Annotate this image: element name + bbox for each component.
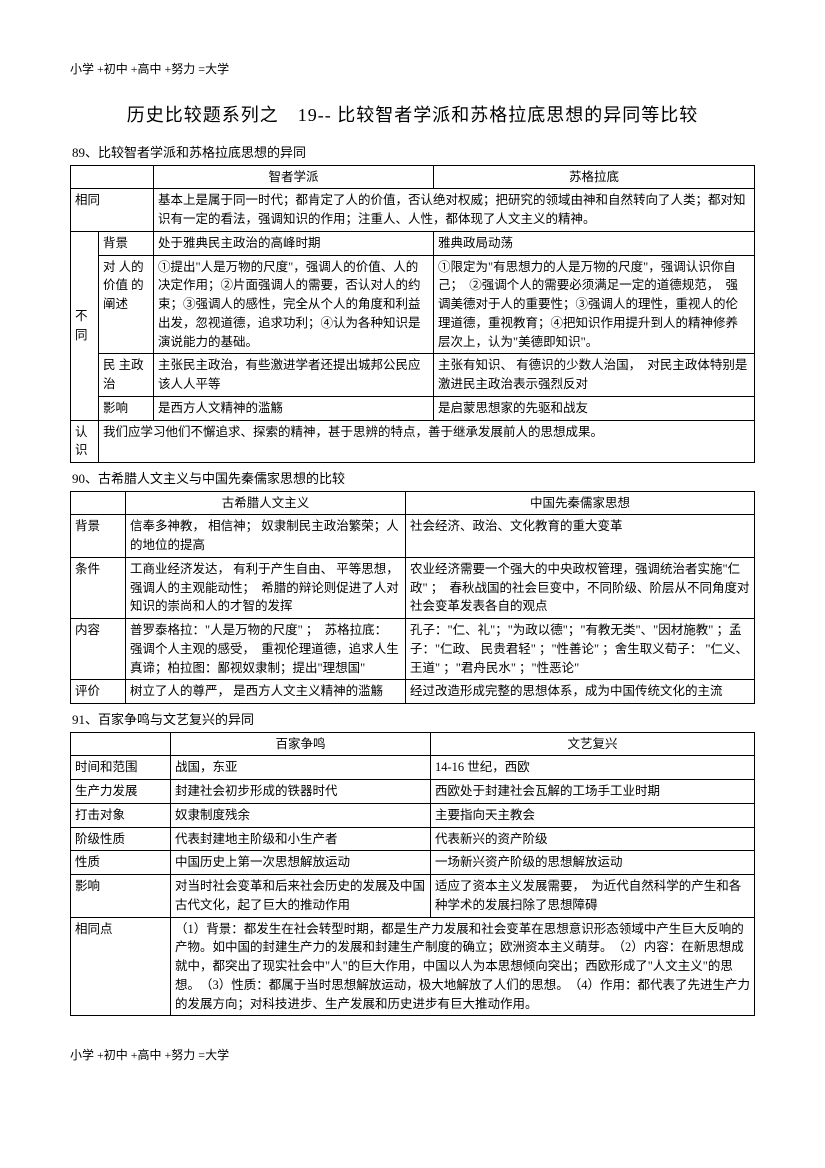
cell: 一场新兴资产阶级的思想解放运动 xyxy=(431,851,755,875)
cell: 主张有知识、 有德识的少数人治国， 对民主政体特别是激进民主政治表示强烈反对 xyxy=(434,354,755,397)
row-label: 相同点 xyxy=(71,917,171,1016)
row-label: 对 人的 价值 的阐述 xyxy=(99,255,154,354)
row-label: 阶级性质 xyxy=(71,827,171,851)
col-header: 文艺复兴 xyxy=(431,732,755,756)
table-91-caption: 91、百家争鸣与文艺复兴的异同 xyxy=(72,710,755,730)
row-label: 条件 xyxy=(71,557,126,618)
col-header: 古希腊人文主义 xyxy=(126,491,406,515)
cell: 雅典政局动荡 xyxy=(434,231,755,255)
cell: 处于雅典民主政治的高峰时期 xyxy=(154,231,434,255)
cell: 农业经济需要一个强大的中央政权管理，强调统治者实施"仁政" ； 春秋战国的社会巨… xyxy=(406,557,755,618)
cell: 基本上是属于同一时代；都肯定了人的价值，否认绝对权威；把研究的领域由神和自然转向… xyxy=(154,189,755,232)
row-label: 打击对象 xyxy=(71,803,171,827)
cell: 信奉多神教， 相信神； 奴隶制民主政治繁荣；人的地位的提高 xyxy=(126,515,406,558)
col-header: 苏格拉底 xyxy=(434,165,755,189)
cell: 经过改造形成完整的思想体系，成为中国传统文化的主流 xyxy=(406,680,755,704)
cell: 工商业经济发达， 有利于产生自由、 平等思想，强调人的主观能动性； 希腊的辩论则… xyxy=(126,557,406,618)
cell: 14-16 世纪，西欧 xyxy=(431,756,755,780)
cell: 是启蒙思想家的先驱和战友 xyxy=(434,396,755,420)
cell: ①提出"人是万物的尺度"，强调人的价值、人的决定作用；②片面强调人的需要，否认对… xyxy=(154,255,434,354)
cell: 封建社会初步形成的铁器时代 xyxy=(171,780,431,804)
cell: 代表新兴的资产阶级 xyxy=(431,827,755,851)
row-label: 背景 xyxy=(71,515,126,558)
cell: （1）背景：都发生在社会转型时期，都是生产力发展和社会变革在思想意识形态领域中产… xyxy=(171,917,755,1016)
cell: 社会经济、政治、文化教育的重大变革 xyxy=(406,515,755,558)
row-label: 相同 xyxy=(71,189,154,232)
table-90: 古希腊人文主义 中国先秦儒家思想 背景 信奉多神教， 相信神； 奴隶制民主政治繁… xyxy=(70,491,755,705)
cell: 我们应学习他们不懈追求、探索的精神，甚于思辨的特点，善于继承发展前人的思想成果。 xyxy=(99,420,755,463)
cell: 代表封建地主阶级和小生产者 xyxy=(171,827,431,851)
row-label: 影响 xyxy=(71,875,171,918)
col-header: 百家争鸣 xyxy=(171,732,431,756)
table-90-caption: 90、古希腊人文主义与中国先秦儒家思想的比较 xyxy=(72,469,755,489)
row-label: 性质 xyxy=(71,851,171,875)
row-label: 时间和范围 xyxy=(71,756,171,780)
row-label: 评价 xyxy=(71,680,126,704)
cell: 适应了资本主义发展需要， 为近代自然科学的产生和各种学术的发展扫除了思想障碍 xyxy=(431,875,755,918)
page-title: 历史比较题系列之 19-- 比较智者学派和苏格拉底思想的异同等比较 xyxy=(70,102,755,129)
cell: 孔子："仁、礼"；"为政以德"；"有教无类"、"因材施教" ；孟子："仁政、 民… xyxy=(406,619,755,680)
row-label: 内容 xyxy=(71,619,126,680)
cell: 是西方人文精神的滥觞 xyxy=(154,396,434,420)
row-label: 民 主政治 xyxy=(99,354,154,397)
cell: 西欧处于封建社会瓦解的工场手工业时期 xyxy=(431,780,755,804)
cell: 战国，东亚 xyxy=(171,756,431,780)
cell: 中国历史上第一次思想解放运动 xyxy=(171,851,431,875)
row-label: 不同 xyxy=(71,231,99,420)
row-label: 影响 xyxy=(99,396,154,420)
row-label: 背景 xyxy=(99,231,154,255)
page-footer: 小学 +初中 +高中 +努力 =大学 xyxy=(70,1046,755,1064)
table-89-caption: 89、比较智者学派和苏格拉底思想的异同 xyxy=(72,143,755,163)
cell: 树立了人的尊严， 是西方人文主义精神的滥觞 xyxy=(126,680,406,704)
row-label: 生产力发展 xyxy=(71,780,171,804)
page-header: 小学 +初中 +高中 +努力 =大学 xyxy=(70,60,755,78)
col-header: 智者学派 xyxy=(154,165,434,189)
table-91: 百家争鸣 文艺复兴 时间和范围 战国，东亚 14-16 世纪，西欧 生产力发展 … xyxy=(70,732,755,1017)
col-header: 中国先秦儒家思想 xyxy=(406,491,755,515)
row-label: 认识 xyxy=(71,420,99,463)
cell: 普罗泰格拉："人是万物的尺度" ； 苏格拉底： 强调个人主观的感受， 重视伦理道… xyxy=(126,619,406,680)
cell: 主要指向天主教会 xyxy=(431,803,755,827)
cell: 奴隶制度残余 xyxy=(171,803,431,827)
cell: ①限定为"有思想力的人是万物的尺度"，强调认识你自己； ②强调个人的需要必须满足… xyxy=(434,255,755,354)
cell: 主张民主政治，有些激进学者还提出城邦公民应该人人平等 xyxy=(154,354,434,397)
cell: 对当时社会变革和后来社会历史的发展及中国古代文化，起了巨大的推动作用 xyxy=(171,875,431,918)
table-89: 智者学派 苏格拉底 相同 基本上是属于同一时代；都肯定了人的价值，否认绝对权威；… xyxy=(70,165,755,464)
